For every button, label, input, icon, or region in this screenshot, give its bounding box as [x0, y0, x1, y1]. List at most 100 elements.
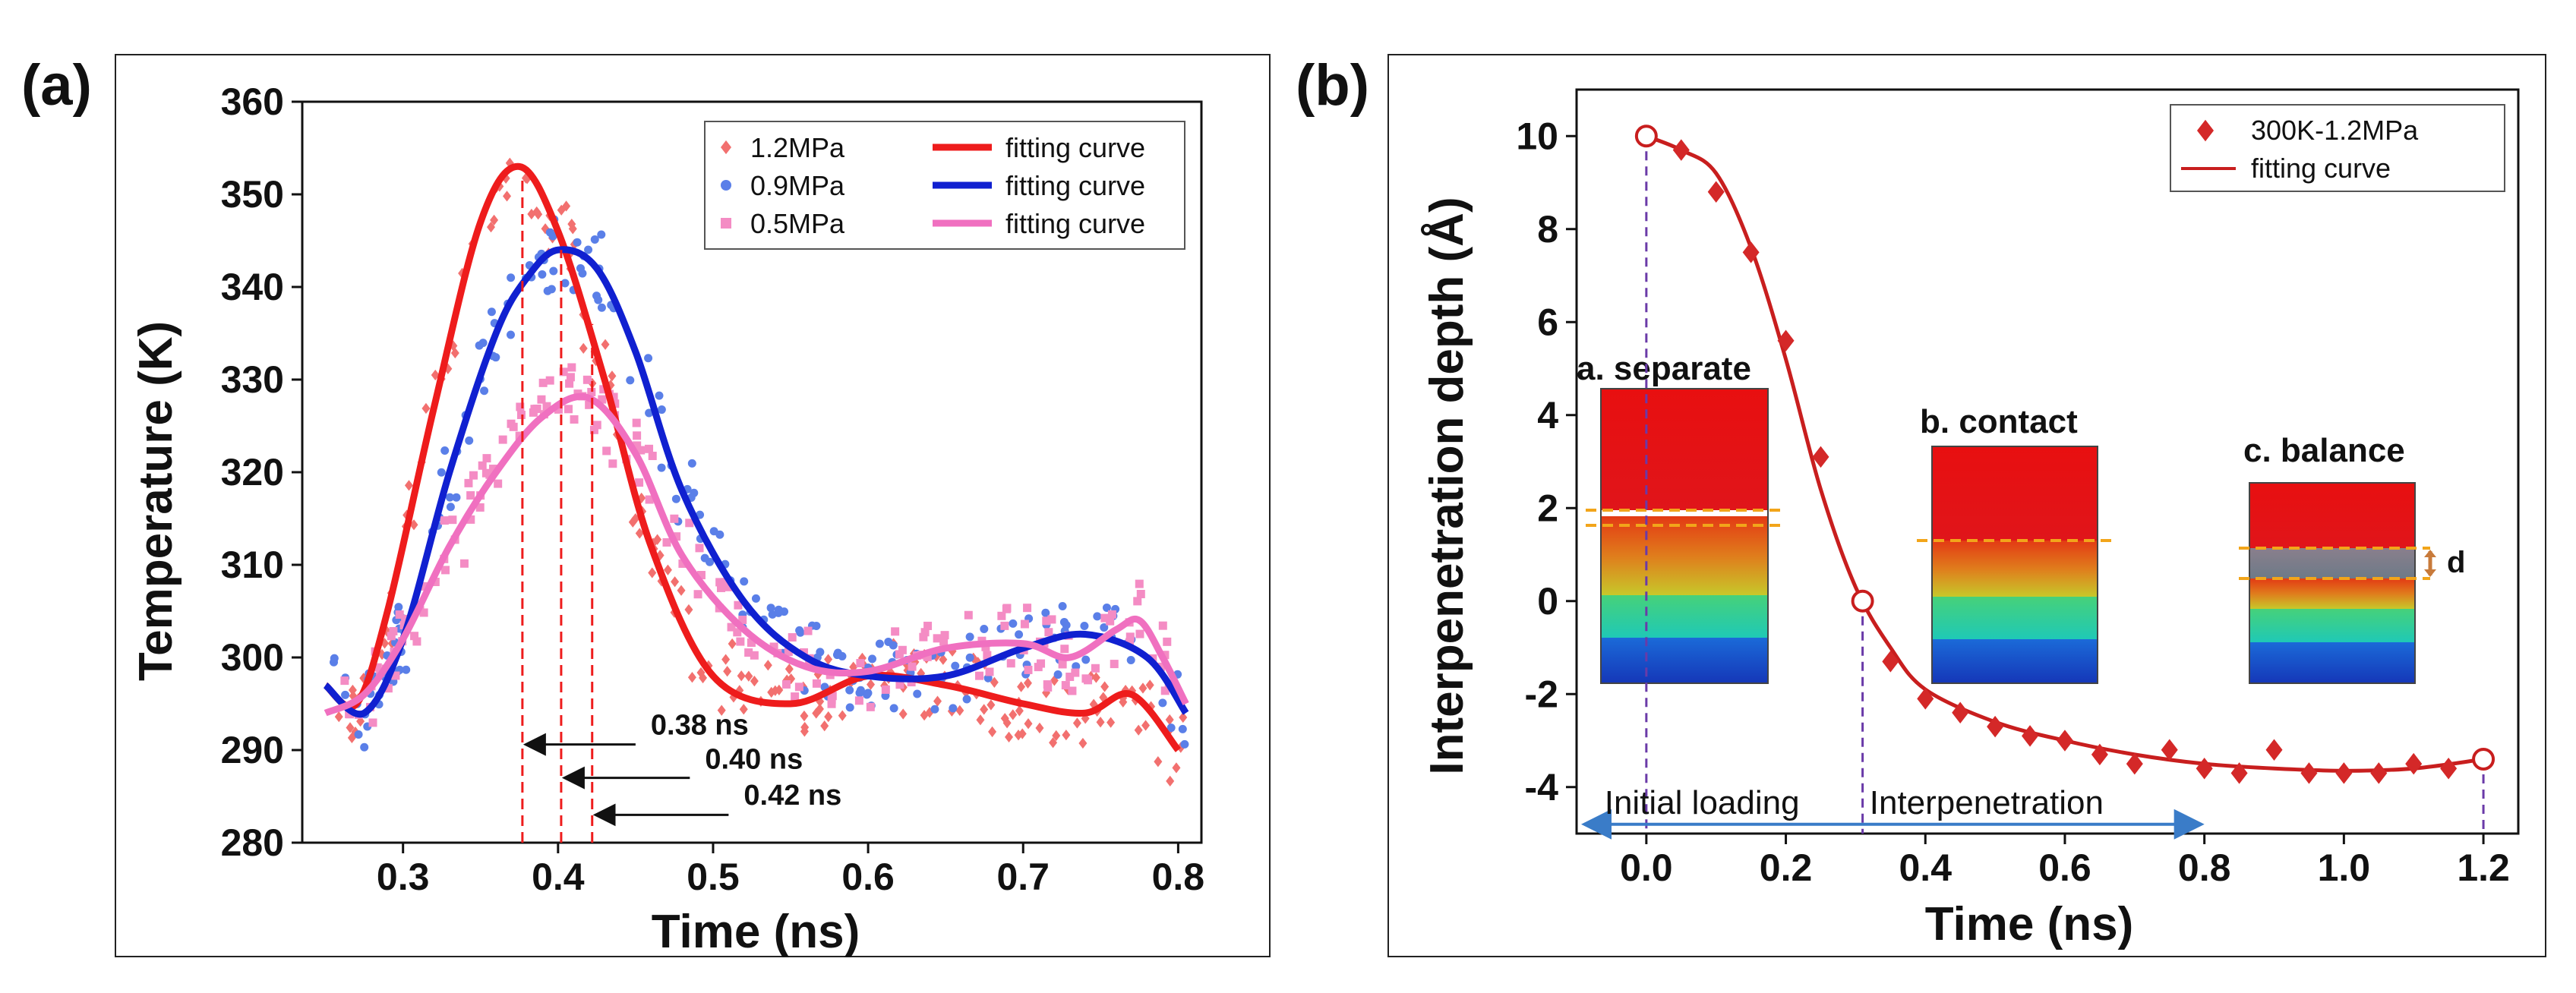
data-point — [585, 400, 594, 409]
data-point — [744, 648, 753, 657]
data-point — [1060, 645, 1069, 654]
data-point — [466, 515, 475, 524]
data-point — [920, 628, 930, 637]
data-point — [684, 604, 693, 616]
data-point — [828, 692, 837, 701]
panel-b-y-tick-label: 2 — [1537, 487, 1558, 529]
data-point — [717, 705, 726, 716]
data-point — [990, 676, 999, 688]
data-point — [1100, 623, 1109, 632]
data-point — [923, 621, 933, 630]
data-point — [2126, 752, 2143, 775]
inset-contact-label: b. contact — [1920, 403, 2078, 440]
data-point — [721, 578, 730, 587]
data-point — [744, 670, 753, 682]
data-point — [1100, 681, 1110, 692]
data-point — [645, 444, 654, 453]
data-point — [913, 689, 922, 698]
data-point — [598, 395, 607, 404]
data-point — [1061, 681, 1070, 690]
data-point — [800, 721, 810, 733]
legend-label: 0.9MPa — [750, 170, 845, 201]
data-point — [1136, 590, 1145, 599]
data-point — [1042, 616, 1051, 626]
panel-b-x-tick-label: 1.0 — [2318, 846, 2371, 889]
data-point — [469, 471, 478, 480]
inset-balance-mixed-layer — [2249, 548, 2415, 578]
data-point — [441, 566, 450, 575]
key-point-marker — [1634, 125, 1658, 148]
data-point — [545, 228, 554, 237]
data-point — [409, 519, 418, 531]
inset-contact-top-layer — [1932, 446, 2098, 541]
data-point — [1015, 705, 1024, 717]
data-point — [774, 608, 783, 617]
data-point — [2230, 762, 2248, 784]
data-point — [1047, 615, 1056, 624]
panel-b-y-tick-label: -2 — [1525, 673, 1558, 715]
data-point — [696, 571, 706, 580]
data-point — [1023, 604, 1032, 613]
data-point — [542, 402, 551, 411]
data-point — [1777, 329, 1795, 352]
data-point — [1917, 688, 1934, 710]
data-point — [962, 695, 971, 704]
legend-label: fitting curve — [1005, 132, 1145, 163]
data-point — [816, 648, 825, 657]
data-point — [695, 544, 704, 553]
inset-balance-label: c. balance — [2243, 432, 2405, 469]
legend-marker — [721, 180, 731, 191]
data-point — [891, 627, 900, 636]
data-point — [1005, 731, 1014, 743]
data-point — [1072, 662, 1081, 671]
data-point — [1002, 604, 1012, 613]
data-point — [794, 682, 803, 692]
data-point — [671, 576, 680, 588]
data-point — [1071, 668, 1080, 677]
panel-a-x-tick-label: 0.7 — [996, 856, 1050, 898]
panel-a-legend: 1.2MPa fitting curve 0.9MPa fitting curve 0.… — [704, 121, 1185, 250]
data-point — [750, 651, 759, 660]
data-point — [1052, 730, 1061, 742]
data-point — [1009, 709, 1018, 720]
inset-balance — [2239, 482, 2436, 684]
data-point — [421, 402, 431, 415]
panel-b-y-tick-label: 10 — [1516, 115, 1558, 157]
data-point — [648, 567, 657, 578]
panel-a-y-tick-label: 350 — [221, 173, 284, 216]
panel-b-x-tick-label: 1.2 — [2457, 846, 2510, 889]
data-point — [739, 704, 748, 715]
data-point — [866, 702, 875, 711]
data-point — [1166, 723, 1176, 733]
data-point — [490, 214, 499, 226]
data-point — [1110, 660, 1119, 669]
data-point — [845, 703, 854, 712]
data-point — [751, 594, 760, 603]
data-point — [387, 632, 396, 641]
data-point — [827, 699, 836, 708]
data-point — [597, 303, 606, 312]
data-point — [1133, 597, 1142, 606]
data-point — [645, 495, 654, 504]
data-point — [489, 465, 498, 474]
data-point — [568, 223, 577, 235]
data-point — [516, 402, 525, 411]
data-point — [1125, 632, 1135, 642]
data-point — [930, 705, 939, 714]
data-point — [940, 631, 949, 640]
data-point — [951, 661, 960, 670]
data-point — [1178, 724, 1187, 733]
data-point — [389, 626, 398, 635]
data-point — [965, 632, 974, 642]
data-point — [579, 342, 588, 355]
data-point — [464, 478, 473, 487]
data-point — [1062, 729, 1071, 741]
data-point — [573, 238, 582, 247]
data-point — [487, 307, 496, 317]
data-point — [494, 479, 503, 488]
data-point — [485, 470, 494, 479]
data-point — [747, 638, 756, 648]
data-point — [800, 710, 809, 722]
data-point — [635, 528, 644, 539]
